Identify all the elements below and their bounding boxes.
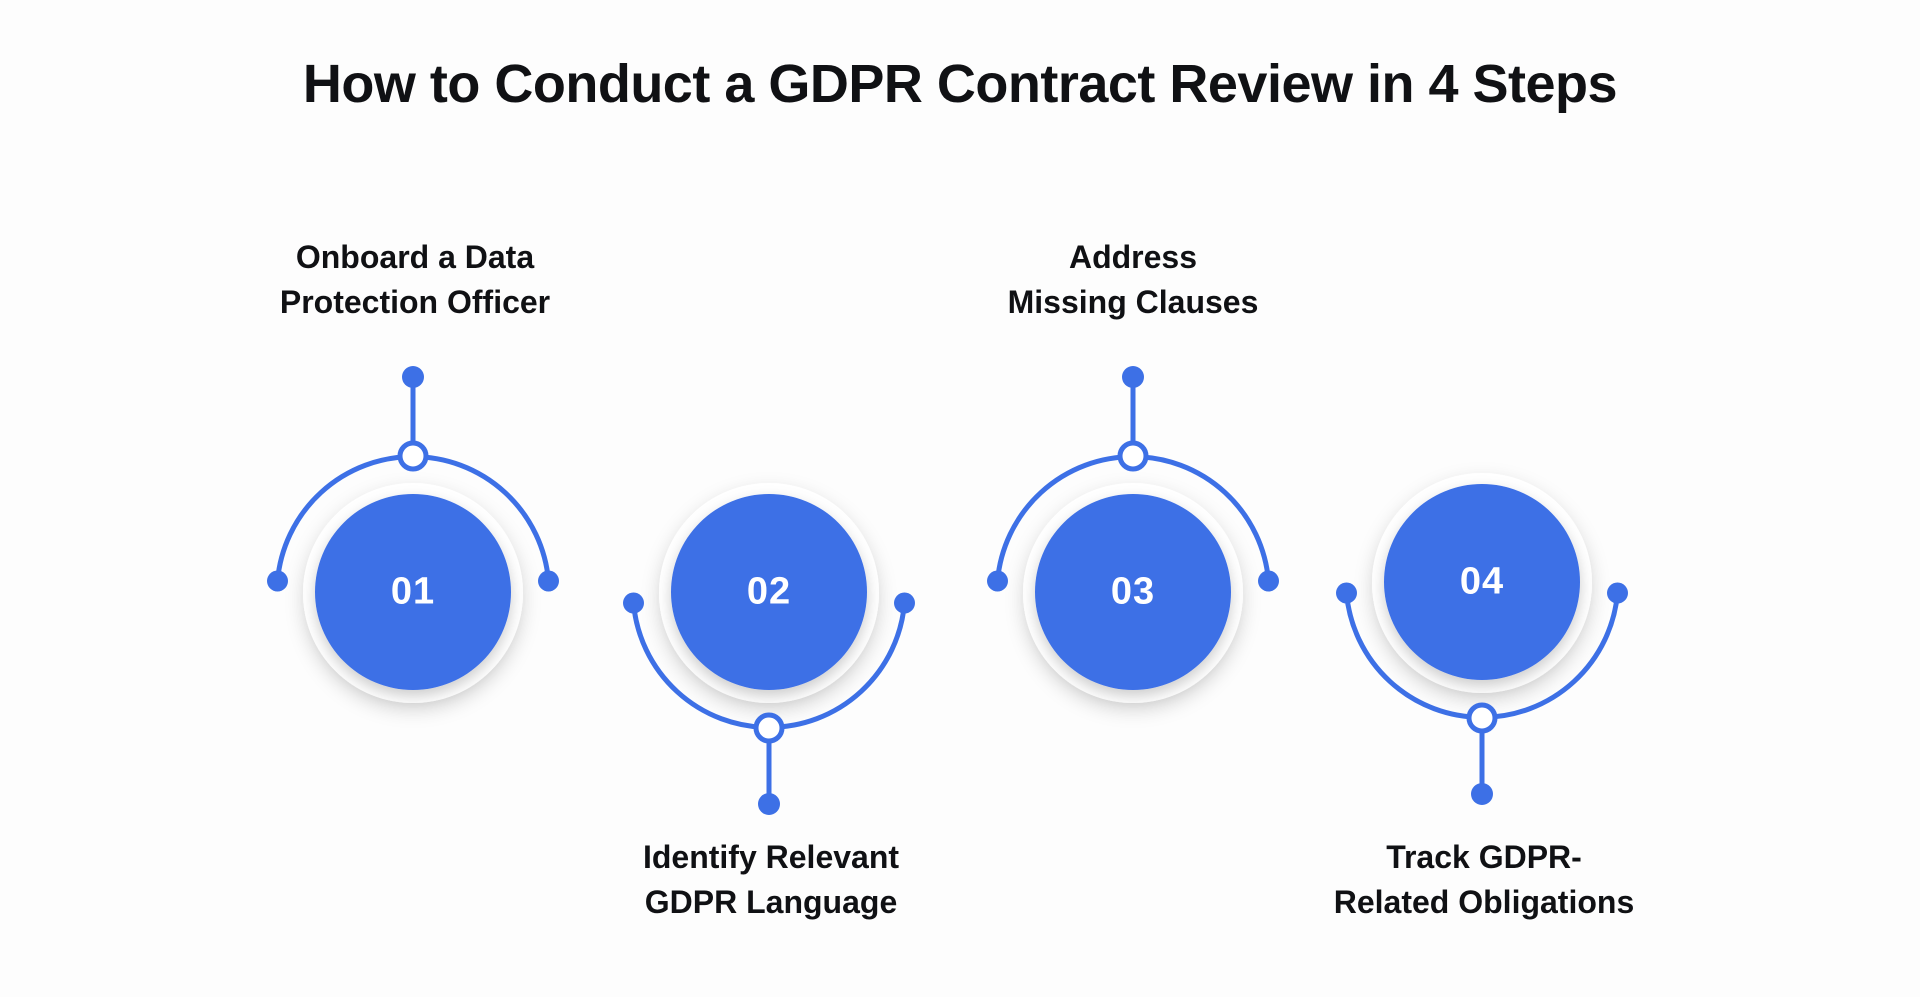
connector-open-ring <box>753 712 785 744</box>
step-3-connector-graphic <box>987 366 1279 703</box>
step-4-label: Track GDPR- Related Obligations <box>1234 835 1734 925</box>
step-circle <box>671 494 867 690</box>
step-4-label-line1: Track GDPR- <box>1386 839 1582 875</box>
step-3-number: 03 <box>1110 570 1156 613</box>
connector-open-ring <box>1117 440 1149 472</box>
step-1-connector-graphic <box>267 366 559 703</box>
connector-end-dot <box>758 793 780 815</box>
connector-open-ring <box>1466 702 1498 734</box>
step-2-label-line2: GDPR Language <box>644 884 898 920</box>
step-circle <box>1384 484 1580 680</box>
arc-dot-left <box>1336 582 1357 604</box>
step-4-connector-graphic <box>1336 473 1628 805</box>
arc-dot-right <box>1607 582 1628 604</box>
arc-dot-left <box>987 570 1008 592</box>
connector-end-dot <box>1471 783 1493 805</box>
step-1-number: 01 <box>390 570 436 613</box>
step-2-label: Identify Relevant GDPR Language <box>521 835 1021 925</box>
arc-dot-right <box>538 570 559 592</box>
connector-open-ring <box>397 440 429 472</box>
step-1-label-line2: Protection Officer <box>279 284 551 320</box>
step-2-number: 02 <box>746 570 792 613</box>
connector-end-dot <box>1122 366 1144 388</box>
page-title: How to Conduct a GDPR Contract Review in… <box>302 54 1618 114</box>
step-4-label-line2: Related Obligations <box>1333 884 1635 920</box>
connector-end-dot <box>402 366 424 388</box>
step-2-connector-graphic <box>623 483 915 815</box>
arc-dot-left <box>267 570 288 592</box>
step-2-label-line1: Identify Relevant <box>642 839 900 875</box>
step-1-label: Onboard a Data Protection Officer <box>165 235 665 325</box>
step-3-label: Address Missing Clauses <box>883 235 1383 325</box>
step-1-label-line1: Onboard a Data <box>295 239 535 275</box>
arc-dot-left <box>623 592 644 614</box>
step-3-label-line2: Missing Clauses <box>1007 284 1259 320</box>
step-circle <box>1035 494 1231 690</box>
step-circle <box>315 494 511 690</box>
arc-dot-right <box>894 592 915 614</box>
step-3-label-line1: Address <box>1068 239 1198 275</box>
step-4-number: 04 <box>1459 560 1505 603</box>
arc-dot-right <box>1258 570 1279 592</box>
